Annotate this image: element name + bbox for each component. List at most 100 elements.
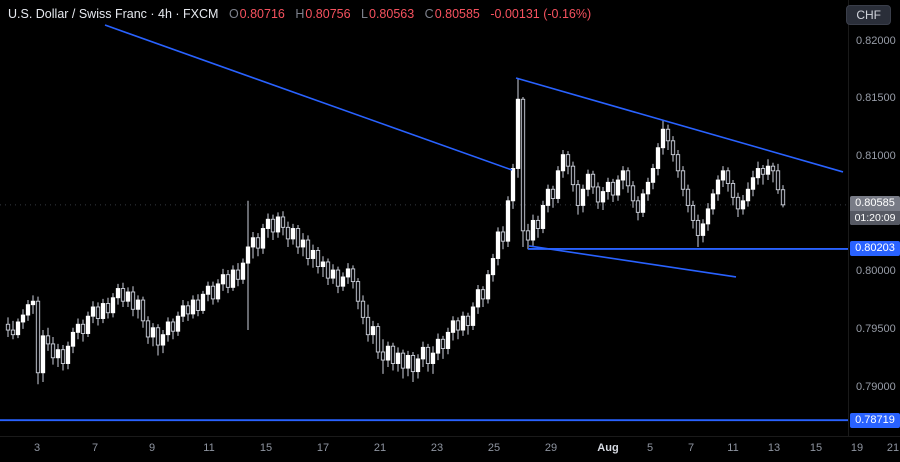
candle-up [655, 147, 661, 169]
candle-up [700, 223, 706, 236]
candle-down [480, 289, 486, 300]
candle-up [650, 168, 656, 183]
close-label: C [424, 7, 434, 21]
candle-down [285, 226, 291, 240]
candle-up [385, 345, 391, 361]
candle-up [580, 188, 586, 206]
candle-down [360, 300, 366, 318]
time-tick-label: 25 [487, 442, 501, 454]
candle-up [515, 98, 521, 169]
candle-down [625, 170, 631, 187]
candle-up [420, 346, 426, 360]
candle-down [235, 269, 241, 280]
candle-up [190, 299, 196, 315]
candle-up [445, 331, 451, 349]
candle-up [275, 216, 281, 233]
candle-up [490, 258, 496, 276]
current-price-value: 0.80585 [855, 196, 895, 209]
price-level-badge: 0.78719 [850, 412, 900, 428]
trendline[interactable] [528, 245, 737, 278]
trendline[interactable] [515, 77, 844, 173]
candle-up [645, 181, 651, 195]
candle-up [90, 306, 96, 317]
price-tick-label: 0.81500 [856, 92, 896, 105]
candle-down [305, 239, 311, 259]
symbol-title[interactable]: U.S. Dollar / Swiss Franc · 4h · FXCM [8, 7, 219, 21]
candle-down [465, 315, 471, 326]
candle-up [25, 304, 31, 316]
price-axis[interactable]: 0.82000 0.81500 0.81000 0.80000 0.79500 0.790… [848, 0, 900, 436]
candle-up [135, 299, 141, 310]
candle-down [280, 216, 286, 228]
candle-up [755, 168, 761, 179]
candle-up [215, 283, 221, 300]
high-label: H [295, 7, 305, 21]
candle-down [295, 228, 301, 248]
candle-up [300, 239, 306, 248]
candle-up [70, 331, 76, 347]
candle-down [325, 261, 331, 279]
time-tick-label: 15 [259, 442, 273, 454]
candle-down [440, 338, 446, 349]
candle-down [535, 219, 541, 229]
candle-up [640, 193, 646, 213]
price-chart[interactable]: U.S. Dollar / Swiss Franc · 4h · FXCM O0… [0, 0, 848, 436]
candle-down [255, 237, 261, 249]
candle-down [735, 196, 741, 210]
candle-up [110, 297, 116, 314]
candle-down [525, 230, 531, 241]
candle-up [265, 218, 271, 229]
time-tick-label: 3 [33, 442, 41, 454]
candlestick-chart-svg[interactable] [0, 0, 848, 436]
candle-down [565, 154, 571, 167]
time-axis[interactable]: 3 7 9 11 15 17 21 23 25 29 Aug 5 7 11 13 15 19 21 [0, 436, 900, 462]
candle-up [310, 249, 316, 259]
candle-up [470, 306, 476, 326]
candle-down [670, 140, 676, 156]
time-tick-label: 11 [727, 442, 739, 454]
candle-down [630, 185, 636, 202]
candle-up [125, 291, 131, 302]
candle-down [270, 218, 276, 233]
candle-down [725, 170, 731, 184]
candle-down [120, 288, 126, 302]
trendline[interactable] [104, 24, 513, 171]
candle-up [75, 323, 81, 333]
low-label: L [361, 7, 368, 21]
candle-up [460, 315, 466, 331]
change-value: -0.00131 (-0.16%) [490, 7, 592, 21]
candle-up [330, 269, 336, 279]
candle-up [430, 352, 436, 364]
price-tick-label: 0.82000 [856, 34, 896, 47]
candle-up [20, 314, 26, 323]
candle-down [185, 305, 191, 315]
price-tick-label: 0.79000 [856, 380, 896, 393]
candle-up [200, 293, 206, 311]
candle-up [485, 274, 491, 300]
candle-down [155, 327, 161, 346]
currency-badge[interactable]: CHF [846, 5, 891, 25]
candle-up [395, 352, 401, 364]
candle-up [705, 208, 711, 225]
candle-up [290, 228, 296, 240]
candle-up [40, 335, 46, 374]
candle-up [240, 262, 246, 280]
candle-down [520, 98, 526, 232]
candle-down [10, 329, 16, 336]
candle-down [375, 326, 381, 353]
candle-down [130, 291, 136, 310]
candle-down [60, 349, 66, 364]
candle-up [710, 193, 716, 210]
open-value: 0.80716 [239, 7, 285, 21]
candle-down [760, 168, 766, 175]
time-tick-label: 15 [809, 442, 823, 454]
time-tick-label: 11 [203, 442, 215, 454]
candle-up [715, 179, 721, 195]
candle-up [560, 154, 566, 172]
candle-down [80, 323, 86, 334]
candlestick-series [5, 78, 786, 385]
candle-down [690, 204, 696, 221]
candle-up [55, 349, 61, 359]
candle-up [115, 288, 121, 299]
candle-down [195, 299, 201, 311]
